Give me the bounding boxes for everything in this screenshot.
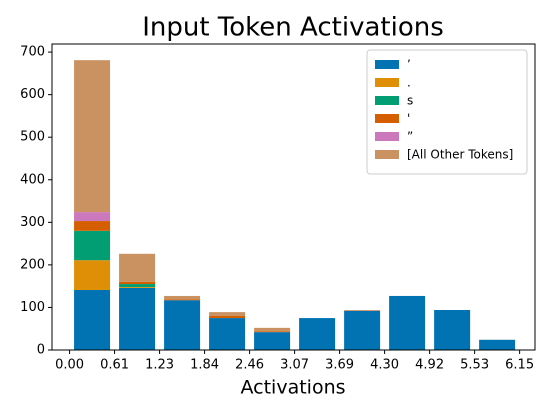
legend-swatch — [375, 132, 399, 141]
legend-label: ' — [407, 112, 410, 126]
bar-segment — [74, 60, 111, 213]
bar-segment — [119, 284, 156, 288]
bar-segment — [254, 332, 291, 350]
y-tick-label: 200 — [20, 257, 45, 272]
x-tick-label: 6.15 — [505, 358, 534, 373]
y-tick-label: 100 — [20, 300, 45, 315]
y-tick-label: 0 — [37, 343, 45, 358]
legend: ’. s ' ” [All Other Tokens] — [366, 49, 528, 175]
x-tick-label: 1.23 — [145, 358, 174, 373]
x-tick-label: 3.07 — [280, 358, 309, 373]
y-tick-label: 500 — [20, 130, 45, 145]
y-tick-label: 600 — [20, 87, 45, 102]
x-tick-label: 4.92 — [415, 358, 444, 373]
bar-segment — [344, 310, 381, 350]
x-tick-label: 4.30 — [370, 358, 399, 373]
bar-segment — [119, 287, 156, 350]
bar-segment — [344, 309, 381, 311]
x-tick-label: 5.53 — [460, 358, 489, 373]
bar-segment — [74, 221, 111, 231]
x-tick-label: 0.00 — [55, 358, 84, 373]
bar-segment — [74, 212, 111, 222]
bar-segment — [164, 299, 201, 301]
legend-label: s — [407, 94, 413, 108]
bar-segment — [74, 260, 111, 290]
legend-swatch — [375, 96, 399, 105]
legend-swatch — [375, 60, 399, 69]
y-tick-label: 700 — [20, 45, 45, 60]
legend-swatch — [375, 150, 399, 159]
bar-segment — [389, 295, 426, 350]
legend-swatch — [375, 78, 399, 87]
bar-segment — [74, 289, 111, 350]
x-tick-label: 2.46 — [235, 358, 264, 373]
bar-segment — [164, 300, 201, 350]
plot-frame — [51, 43, 536, 351]
legend-label: ” — [407, 130, 413, 144]
y-tick-label: 400 — [20, 172, 45, 187]
bar-segment — [119, 281, 156, 285]
x-tick-label: 3.69 — [325, 358, 354, 373]
chart-title: Input Token Activations — [142, 13, 444, 43]
bar-segment — [254, 327, 291, 332]
legend-swatch — [375, 114, 399, 123]
bar-segment — [254, 331, 291, 333]
bar-segment — [209, 312, 246, 316]
bar-segment — [434, 309, 471, 350]
bar-segment — [119, 253, 156, 282]
legend-label: . — [407, 76, 411, 90]
bar-segment — [74, 230, 111, 261]
bar-segment — [119, 287, 156, 288]
bar-segment — [299, 318, 336, 350]
bar-segment — [209, 315, 246, 319]
legend-label: [All Other Tokens] — [407, 148, 513, 162]
y-tick-label: 300 — [20, 215, 45, 230]
x-axis-label: Activations — [240, 377, 345, 399]
legend-label: ’ — [407, 58, 411, 72]
bar-segment — [479, 339, 516, 350]
legend-box — [366, 49, 528, 175]
x-tick-label: 1.84 — [190, 358, 219, 373]
bar-segment — [209, 318, 246, 350]
x-tick-label: 0.61 — [100, 358, 129, 373]
bar-segment — [164, 295, 201, 300]
